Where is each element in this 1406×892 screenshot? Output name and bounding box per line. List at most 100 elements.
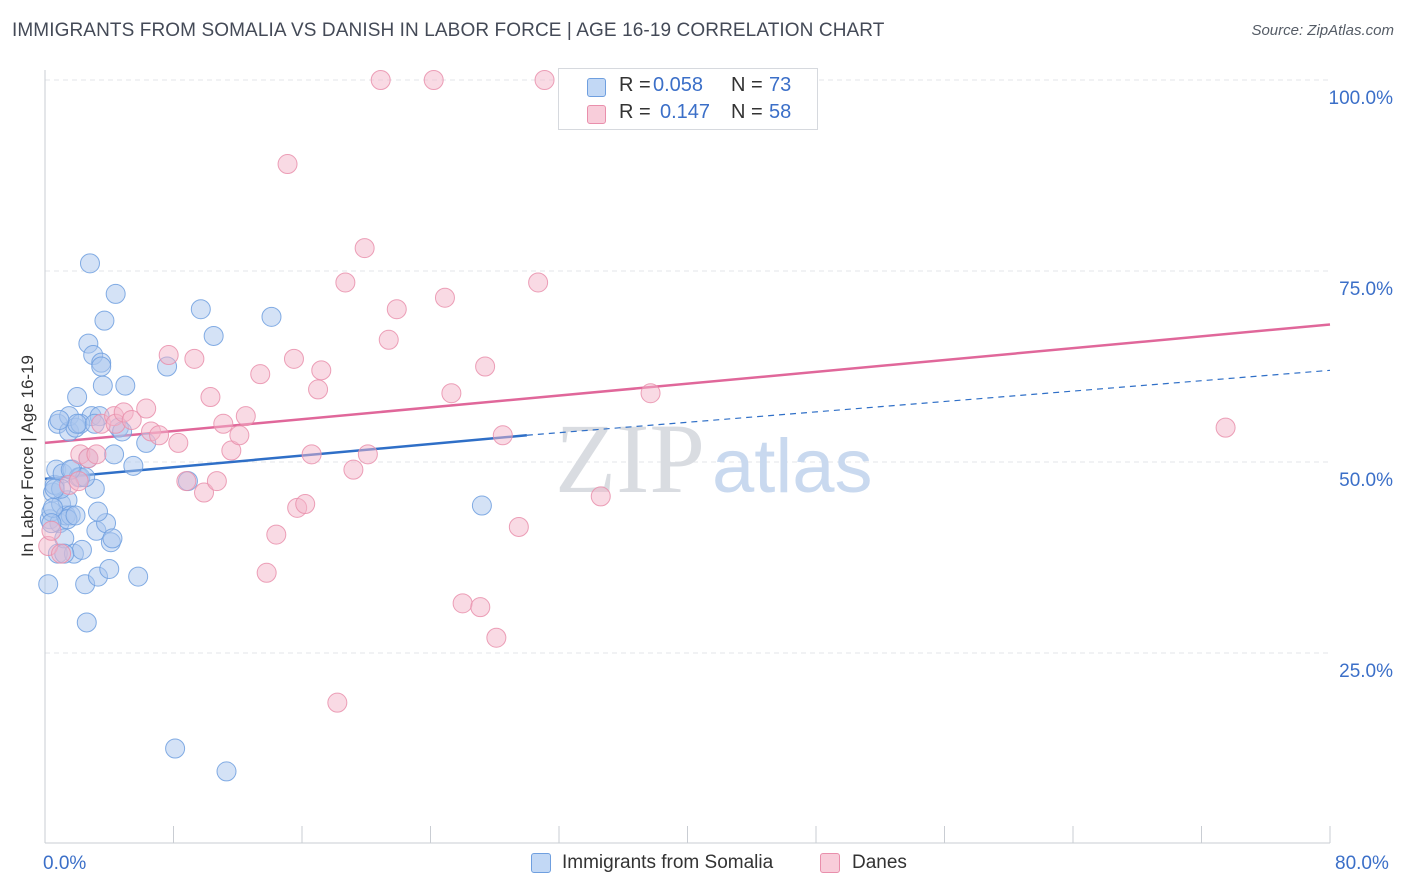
y-tick-label: 75.0% xyxy=(1339,279,1393,300)
point-somalia xyxy=(102,528,123,549)
n-label: N = xyxy=(731,74,763,96)
point-danes xyxy=(357,444,378,465)
point-danes xyxy=(423,70,444,90)
point-danes xyxy=(492,425,513,446)
point-danes xyxy=(121,409,142,430)
point-danes xyxy=(266,524,287,545)
point-somalia xyxy=(67,413,88,434)
r-value: 0.058 xyxy=(653,74,704,96)
point-danes xyxy=(311,360,332,381)
point-somalia xyxy=(105,283,126,304)
point-somalia xyxy=(88,501,109,522)
point-danes xyxy=(200,387,221,408)
point-somalia xyxy=(128,566,149,587)
point-danes xyxy=(470,597,491,618)
point-somalia xyxy=(216,761,237,782)
point-danes xyxy=(343,459,364,480)
x-tick-label-min: 0.0% xyxy=(43,853,87,874)
point-somalia xyxy=(203,325,224,346)
r-value: 0.147 xyxy=(660,101,711,123)
point-danes xyxy=(158,345,179,366)
point-somalia xyxy=(71,539,92,560)
point-danes xyxy=(176,471,197,492)
point-danes xyxy=(486,627,507,648)
point-somalia xyxy=(471,495,492,516)
point-somalia xyxy=(67,387,88,408)
point-danes xyxy=(378,329,399,350)
point-somalia xyxy=(165,738,186,759)
point-danes xyxy=(213,413,234,434)
watermark-atlas: atlas xyxy=(712,424,873,509)
point-danes xyxy=(528,272,549,293)
point-danes xyxy=(1215,417,1236,438)
bottom-legend-swatch-danes xyxy=(820,853,840,873)
point-somalia xyxy=(92,375,113,396)
point-danes xyxy=(168,432,189,453)
point-somalia xyxy=(65,505,86,526)
point-somalia xyxy=(115,375,136,396)
legend-swatch-somalia xyxy=(587,78,606,97)
point-danes xyxy=(475,356,496,377)
point-danes xyxy=(206,471,227,492)
point-somalia xyxy=(79,253,100,274)
watermark-zip: ZIP xyxy=(555,403,705,514)
point-somalia xyxy=(123,455,144,476)
x-tick-label-max: 80.0% xyxy=(1335,853,1389,874)
point-danes xyxy=(283,348,304,369)
y-tick-labels: 25.0% 50.0% 75.0% 100.0% xyxy=(1329,88,1394,682)
point-somalia xyxy=(38,574,59,595)
y-tick-label: 100.0% xyxy=(1329,88,1394,109)
bottom-legend-somalia: Immigrants from Somalia xyxy=(562,852,774,873)
point-danes xyxy=(354,238,375,259)
point-danes xyxy=(640,383,661,404)
point-danes xyxy=(327,692,348,713)
bottom-legend-swatch-somalia xyxy=(531,853,551,873)
grid-lines xyxy=(45,79,1330,654)
point-somalia xyxy=(76,612,97,633)
point-danes xyxy=(256,562,277,583)
point-danes xyxy=(194,482,215,503)
trend-line-somalia-extension xyxy=(526,369,1331,436)
point-danes xyxy=(277,154,298,175)
point-danes xyxy=(41,520,62,541)
point-danes xyxy=(235,406,256,427)
point-somalia xyxy=(99,558,120,579)
point-danes xyxy=(250,364,271,385)
point-danes xyxy=(136,398,157,419)
y-tick-label: 50.0% xyxy=(1339,470,1393,491)
r-label: R = xyxy=(619,74,651,96)
point-danes xyxy=(370,70,391,90)
trend-line-danes xyxy=(44,323,1331,445)
point-somalia xyxy=(91,356,112,377)
point-danes xyxy=(86,444,107,465)
legend-row-somalia: R = 0.058 N = 73 xyxy=(559,74,817,102)
point-danes xyxy=(308,379,329,400)
point-somalia xyxy=(190,299,211,320)
r-label: R = xyxy=(619,101,651,123)
point-somalia xyxy=(49,409,70,430)
point-danes xyxy=(386,299,407,320)
point-somalia xyxy=(104,444,125,465)
n-value: 73 xyxy=(769,74,792,96)
data-points xyxy=(38,70,1236,782)
point-danes xyxy=(295,494,316,515)
point-danes xyxy=(229,425,250,446)
n-label: N = xyxy=(731,101,763,123)
point-danes xyxy=(534,70,555,90)
point-danes xyxy=(441,383,462,404)
point-danes xyxy=(590,486,611,507)
y-axis-label: In Labor Force | Age 16-19 xyxy=(18,355,37,557)
point-danes xyxy=(434,287,455,308)
legend-swatch-danes xyxy=(587,105,606,124)
point-somalia xyxy=(94,310,115,331)
chart-source: Source: ZipAtlas.com xyxy=(1251,22,1394,39)
point-somalia xyxy=(261,306,282,327)
point-danes xyxy=(452,593,473,614)
point-danes xyxy=(149,425,170,446)
n-value: 58 xyxy=(769,101,792,123)
y-tick-label: 25.0% xyxy=(1339,661,1393,682)
chart-title: IMMIGRANTS FROM SOMALIA VS DANISH IN LAB… xyxy=(12,20,885,41)
point-danes xyxy=(335,272,356,293)
legend-row-danes: R = 0.147 N = 58 xyxy=(559,101,817,129)
